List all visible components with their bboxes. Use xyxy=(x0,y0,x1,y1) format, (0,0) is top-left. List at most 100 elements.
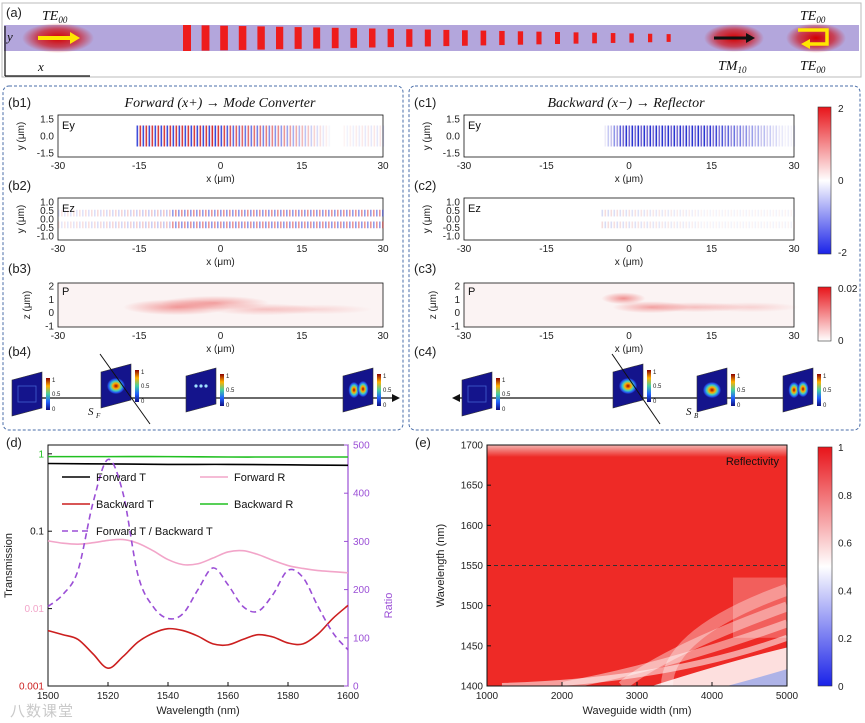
field-stripe xyxy=(223,125,226,147)
field-stripe xyxy=(151,209,153,217)
field-stripe xyxy=(199,125,202,147)
mode-colorbar xyxy=(135,370,139,402)
field-stripe xyxy=(202,209,204,217)
field-stripe xyxy=(322,209,324,217)
mode-plane xyxy=(11,371,43,417)
field-stripe xyxy=(775,221,778,229)
field-stripe xyxy=(253,209,255,217)
field-stripe xyxy=(235,209,237,217)
field-stripe xyxy=(316,221,318,229)
d-y-tick-label: 0.001 xyxy=(19,682,44,693)
field-stripe xyxy=(262,125,265,147)
field-stripe xyxy=(184,125,187,147)
field-stripe xyxy=(187,209,189,217)
mode-cb-tick: 1 xyxy=(653,370,657,376)
field-stripe xyxy=(316,209,318,217)
panel-c-title: Backward (x−) → Reflector xyxy=(547,96,705,111)
x-tick-label: -30 xyxy=(51,244,66,255)
field-stripe xyxy=(154,209,156,217)
field-stripe xyxy=(697,221,700,229)
b2-map: Ez 1.00.50.0-0.5-1.0 y (μm) -30 -15 0 15 30 x (μ… xyxy=(16,198,389,269)
field-stripe xyxy=(721,221,724,229)
field-stripe xyxy=(169,125,172,147)
field-stripe xyxy=(184,209,186,217)
field-stripe xyxy=(358,209,360,217)
field-stripe xyxy=(346,221,348,229)
field-stripe xyxy=(712,125,715,147)
e-x-tick-label: 1000 xyxy=(476,691,499,702)
field-stripe xyxy=(88,209,90,217)
grating-tooth xyxy=(462,30,468,46)
x-axis-label: x (μm) xyxy=(206,257,235,268)
field-stripe xyxy=(70,221,72,229)
d-legend-label: Backward R xyxy=(234,499,293,511)
b4-monitor-label: S xyxy=(88,406,94,418)
field-stripe xyxy=(373,209,375,217)
input-arrow-head xyxy=(70,32,80,44)
d-legend-label: Forward T xyxy=(96,472,146,484)
grating-teeth xyxy=(183,25,671,51)
grating-tooth xyxy=(629,33,634,43)
field-stripe xyxy=(355,209,357,217)
field-stripe xyxy=(187,221,189,229)
field-stripe xyxy=(754,125,757,147)
x-tick-label: 0 xyxy=(218,331,224,342)
field-stripe xyxy=(178,209,180,217)
field-stripe xyxy=(181,125,184,147)
d-y-tick-label: 0.1 xyxy=(30,527,44,538)
field-stripe xyxy=(706,125,709,147)
field-stripe xyxy=(382,209,384,217)
field-stripe xyxy=(187,125,190,147)
field-stripe xyxy=(349,209,351,217)
field-stripe xyxy=(310,125,313,147)
field-stripe xyxy=(652,209,655,217)
field-stripe xyxy=(700,209,703,217)
x-axis-label: x xyxy=(37,59,44,74)
field-stripe xyxy=(364,125,367,147)
field-stripe xyxy=(208,209,210,217)
b3-label: (b3) xyxy=(8,261,31,276)
field-stripe xyxy=(661,209,664,217)
field-stripe xyxy=(244,209,246,217)
y-tick-label: -1.0 xyxy=(37,232,55,243)
grating-tooth xyxy=(331,27,339,49)
e-colorbar-tick: 0.4 xyxy=(838,586,852,597)
field-stripe xyxy=(370,221,372,229)
field-stripe xyxy=(694,209,697,217)
field-stripe xyxy=(640,209,643,217)
e-colorbar-tick: 0.2 xyxy=(838,634,852,645)
field-stripe xyxy=(211,209,213,217)
field-stripe xyxy=(148,209,150,217)
field-stripe xyxy=(145,209,147,217)
x-tick-label: -15 xyxy=(539,161,554,172)
field-stripe xyxy=(697,125,700,147)
field-stripe xyxy=(769,221,772,229)
d-y2-tick-label: 400 xyxy=(353,489,370,500)
field-stripe xyxy=(670,125,673,147)
field-stripe xyxy=(703,125,706,147)
y-axis-label: y (μm) xyxy=(16,122,27,151)
field-stripe xyxy=(781,209,784,217)
field-stripe xyxy=(283,209,285,217)
field-stripe xyxy=(214,221,216,229)
field-stripe xyxy=(103,221,105,229)
y-tick-label: 2 xyxy=(48,282,54,293)
field-stripe xyxy=(163,221,165,229)
field-stripe xyxy=(688,125,691,147)
field-stripe xyxy=(361,221,363,229)
e-x-tick-label: 2000 xyxy=(551,691,574,702)
field-stripe xyxy=(691,221,694,229)
field-stripe xyxy=(694,125,697,147)
field-stripe xyxy=(247,221,249,229)
field-stripe xyxy=(73,221,75,229)
field-stripe xyxy=(613,209,616,217)
field-stripe xyxy=(733,221,736,229)
field-stripe xyxy=(166,125,169,147)
field-stripe xyxy=(328,221,330,229)
field-stripe xyxy=(775,125,778,147)
field-stripe xyxy=(724,125,727,147)
field-stripe xyxy=(289,125,292,147)
field-stripe xyxy=(733,209,736,217)
te00-input-label: TE00 xyxy=(42,9,68,25)
x-tick-label: 0 xyxy=(626,244,632,255)
